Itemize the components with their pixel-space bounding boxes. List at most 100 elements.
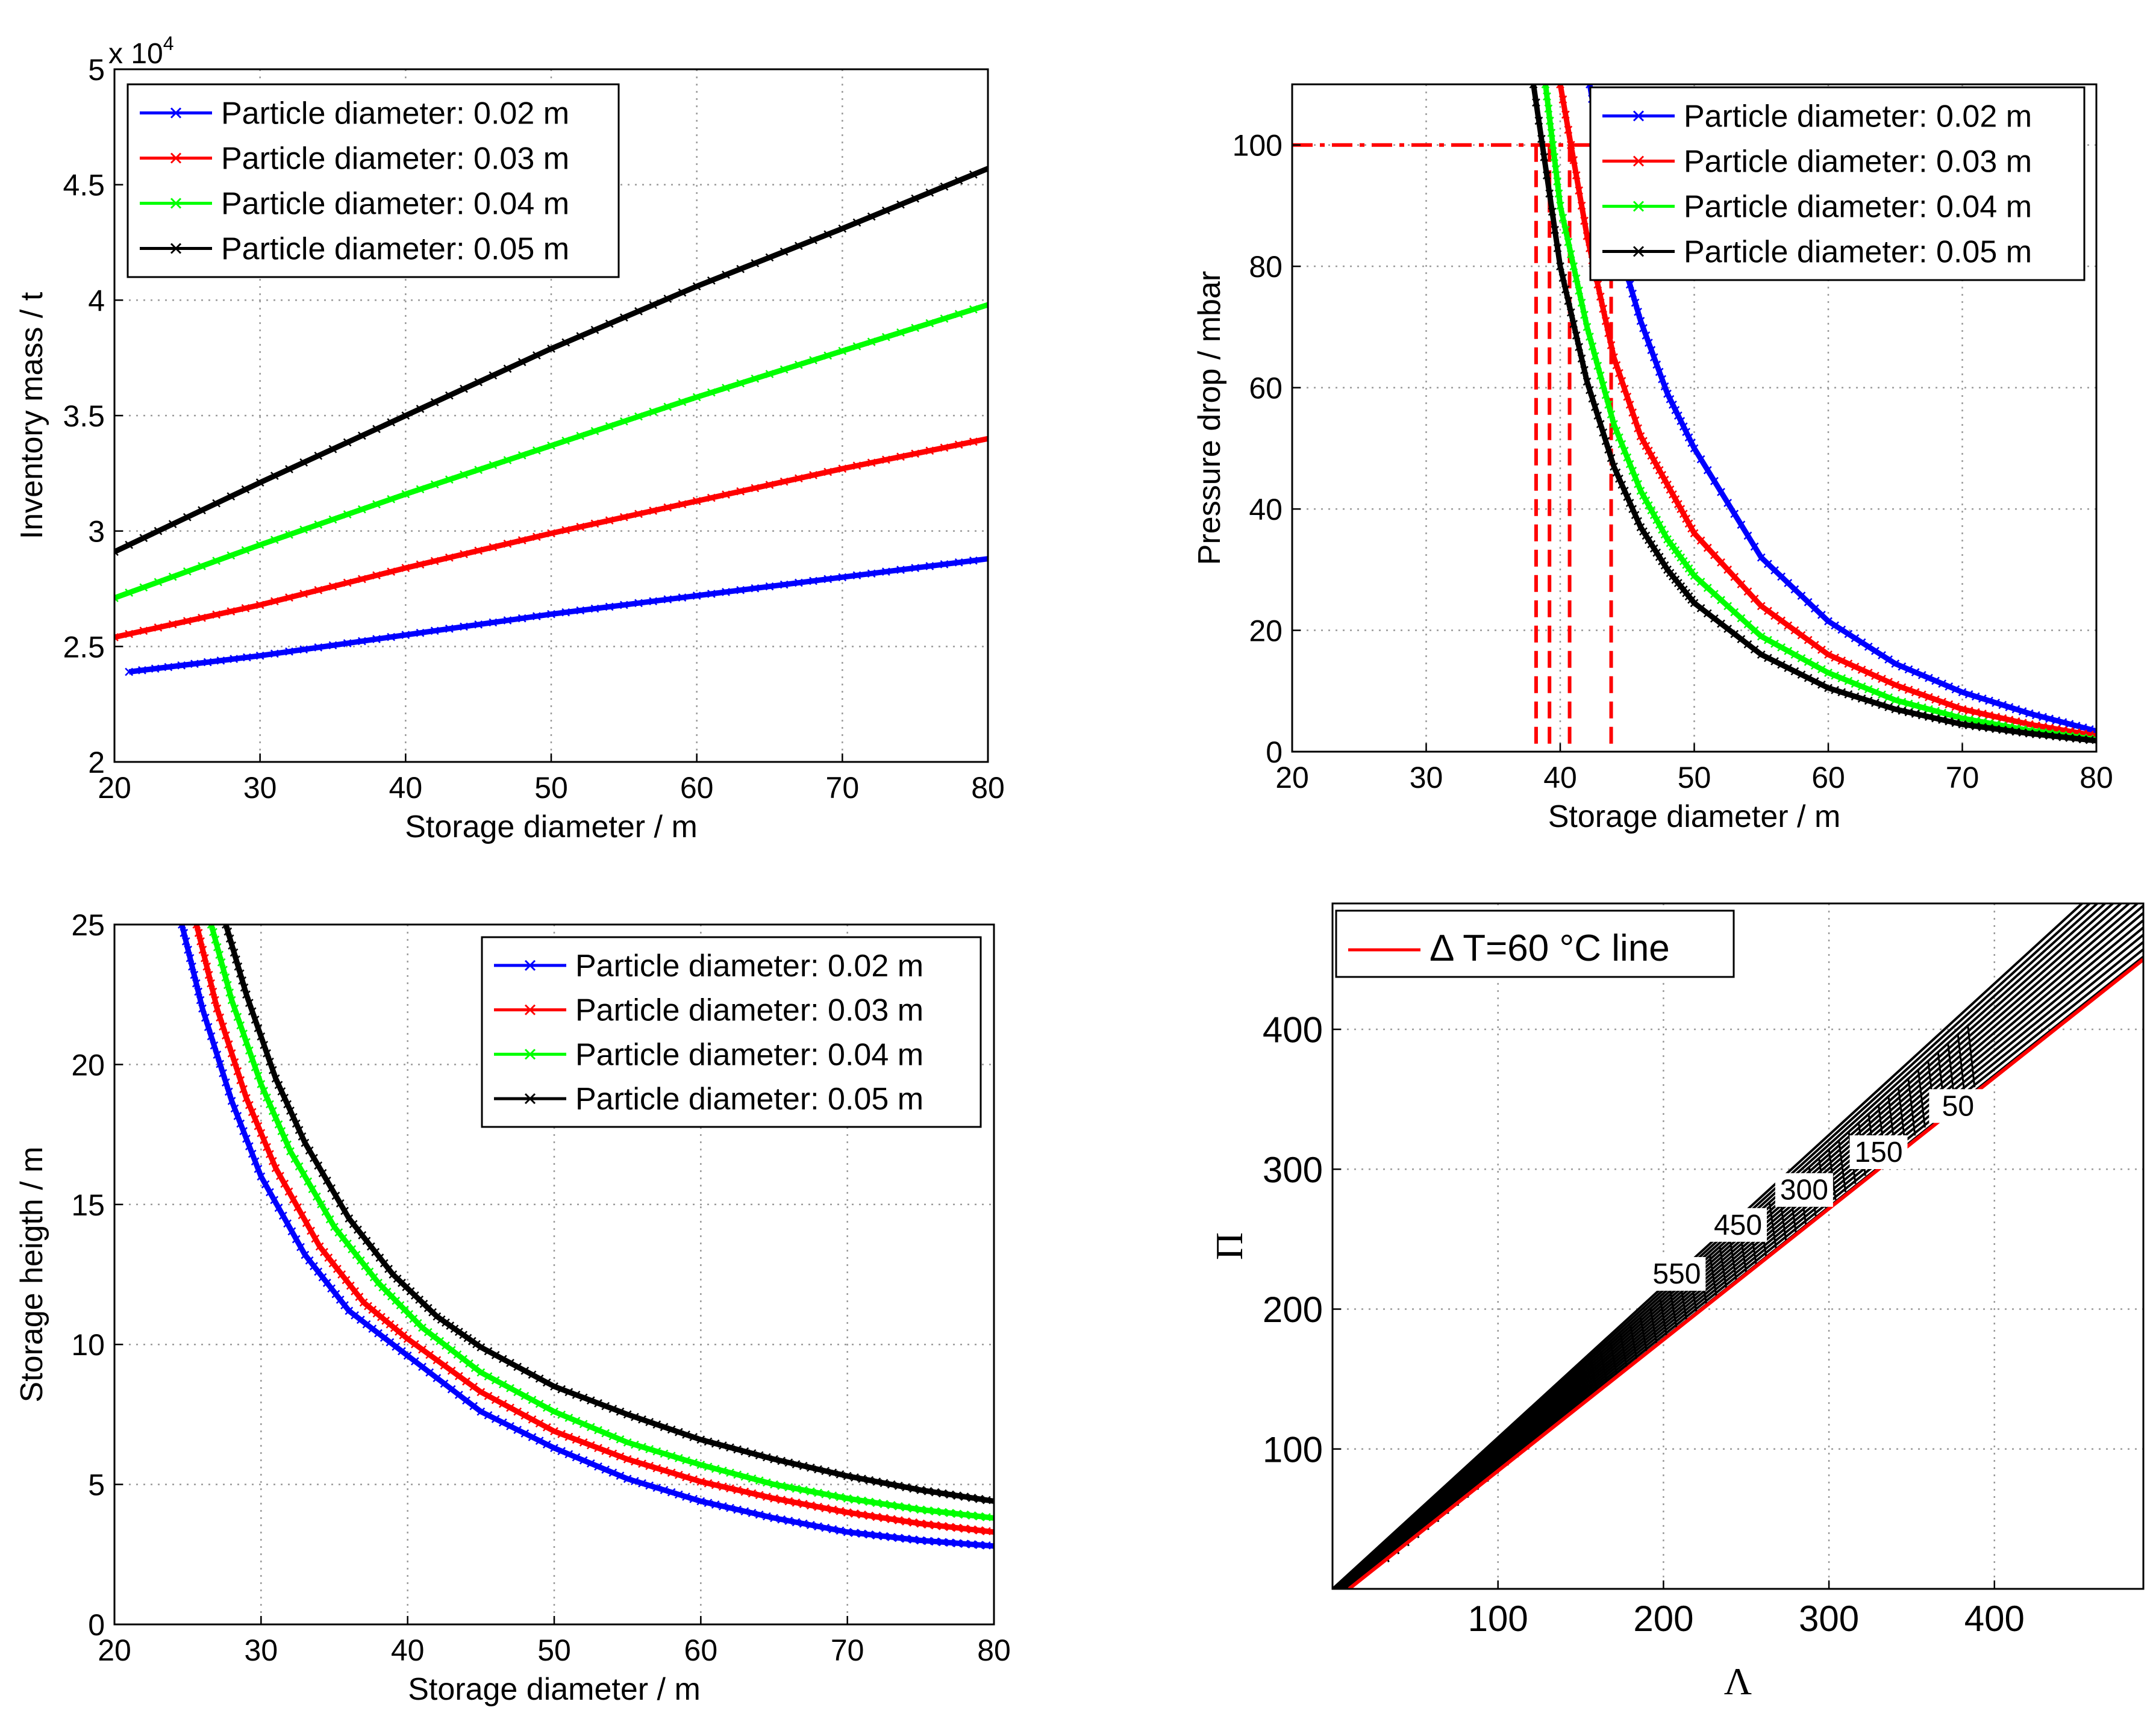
data-marker [1647,451,1656,460]
data-marker [777,1515,786,1524]
data-marker [1642,331,1651,340]
data-marker [1532,98,1540,107]
data-marker [1924,673,1933,682]
data-marker [740,1447,749,1456]
data-marker [1601,316,1610,325]
data-marker [814,1465,822,1474]
data-marker [322,1176,331,1185]
series-markers-1 [125,556,978,676]
data-marker [1870,699,1879,707]
data-marker [255,651,264,660]
data-marker [1784,621,1793,630]
contour-label: 150 [1854,1137,1902,1168]
data-marker [1617,440,1626,449]
data-marker [954,558,963,567]
data-marker [645,1418,654,1426]
data-marker [532,532,541,541]
data-marker [418,1323,427,1332]
data-marker [1737,580,1746,588]
data-marker [1998,725,2007,734]
data-marker [1639,527,1648,536]
data-marker [1857,638,1866,647]
data-marker [506,1383,514,1393]
data-marker [821,1489,830,1499]
data-marker [1804,658,1813,666]
data-marker [850,1473,859,1482]
data-marker [1673,411,1683,420]
data-marker [498,1418,507,1427]
data-marker [1777,660,1786,669]
data-marker [1575,186,1584,195]
data-marker [248,1055,257,1063]
data-marker [401,564,410,572]
data-marker [194,987,203,996]
data-marker [1676,417,1686,425]
data-marker [1684,519,1693,528]
data-marker [2085,735,2094,744]
data-marker [678,500,687,509]
inventory-mass-chart: 20 30 40 50 60 70 80 2 2.5 3 3.5 4 4.5 5 Storage dia… [14,33,1005,844]
data-marker [696,1435,705,1444]
data-marker [623,1474,632,1483]
data-marker [1824,650,1833,659]
data-marker [219,1022,227,1031]
data-marker [1831,685,1840,694]
data-marker [245,1142,254,1151]
y-tick-labels: 0 5 10 15 20 25 [71,908,105,1642]
data-marker [1911,710,1920,718]
data-marker [660,1423,669,1432]
data-marker [346,1281,355,1290]
data-marker [257,1080,266,1088]
legend-box [481,936,982,1128]
data-marker [794,242,803,251]
data-marker [872,1499,881,1508]
data-marker [902,1503,910,1512]
data-marker [285,647,293,656]
data-marker [1596,420,1605,428]
data-marker [674,1490,683,1499]
data-marker [1790,667,1799,676]
data-marker [865,1476,874,1485]
series-line-1 [1348,958,2143,1589]
data-marker [1610,420,1618,428]
data-marker [969,305,978,314]
data-marker [704,1479,713,1488]
data-marker [477,1343,486,1352]
data-marker [1604,445,1613,454]
data-marker [299,645,308,654]
data-marker [442,1318,450,1327]
data-marker [469,1402,478,1411]
data-marker [594,1462,602,1471]
data-marker [896,566,905,574]
data-marker [1551,225,1559,234]
data-marker [285,465,293,473]
data-marker [1931,676,1940,685]
data-marker [436,1337,445,1346]
data-marker [358,1231,367,1240]
data-marker [245,1046,254,1055]
data-marker [184,945,193,954]
data-marker [210,1041,219,1050]
x-tick-label: 50 [1678,761,1711,794]
data-marker [1837,674,1846,683]
data-marker [1710,551,1719,560]
data-marker [154,526,163,535]
data-marker [751,484,760,493]
data-marker [1878,675,1886,684]
data-marker [586,1396,595,1405]
data-marker [542,1378,551,1387]
data-marker [616,1452,625,1461]
data-marker [336,1295,345,1304]
data-marker [1658,525,1666,534]
data-marker [224,1087,233,1096]
contour-fill-stroke [1967,1026,1976,1088]
data-marker [576,431,585,440]
data-marker [274,1120,283,1129]
x-tick-label: 30 [245,1633,278,1667]
data-marker [301,1250,310,1259]
legend-label-4: Particle diameter: 0.05 m [221,232,569,267]
data-marker [125,540,134,549]
data-marker [460,550,468,558]
data-marker [387,632,396,641]
data-marker [1652,461,1661,470]
